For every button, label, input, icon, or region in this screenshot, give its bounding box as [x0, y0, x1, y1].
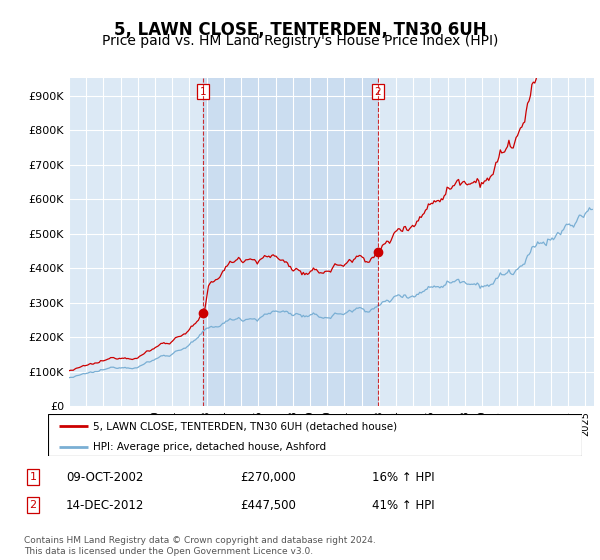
Text: 2: 2 [29, 500, 37, 510]
Text: Contains HM Land Registry data © Crown copyright and database right 2024.
This d: Contains HM Land Registry data © Crown c… [24, 536, 376, 556]
Text: 1: 1 [29, 472, 37, 482]
Text: 5, LAWN CLOSE, TENTERDEN, TN30 6UH (detached house): 5, LAWN CLOSE, TENTERDEN, TN30 6UH (deta… [94, 421, 398, 431]
Text: £270,000: £270,000 [240, 470, 296, 484]
Text: 5, LAWN CLOSE, TENTERDEN, TN30 6UH: 5, LAWN CLOSE, TENTERDEN, TN30 6UH [113, 21, 487, 39]
Text: HPI: Average price, detached house, Ashford: HPI: Average price, detached house, Ashf… [94, 442, 326, 452]
Bar [203, 78, 378, 406]
Text: Price paid vs. HM Land Registry's House Price Index (HPI): Price paid vs. HM Land Registry's House … [102, 34, 498, 48]
Text: 16% ↑ HPI: 16% ↑ HPI [372, 470, 434, 484]
Text: 1: 1 [199, 87, 206, 96]
Text: 2: 2 [374, 87, 381, 96]
Text: 14-DEC-2012: 14-DEC-2012 [66, 498, 145, 512]
Text: 09-OCT-2002: 09-OCT-2002 [66, 470, 143, 484]
Text: £447,500: £447,500 [240, 498, 296, 512]
Text: 41% ↑ HPI: 41% ↑ HPI [372, 498, 434, 512]
